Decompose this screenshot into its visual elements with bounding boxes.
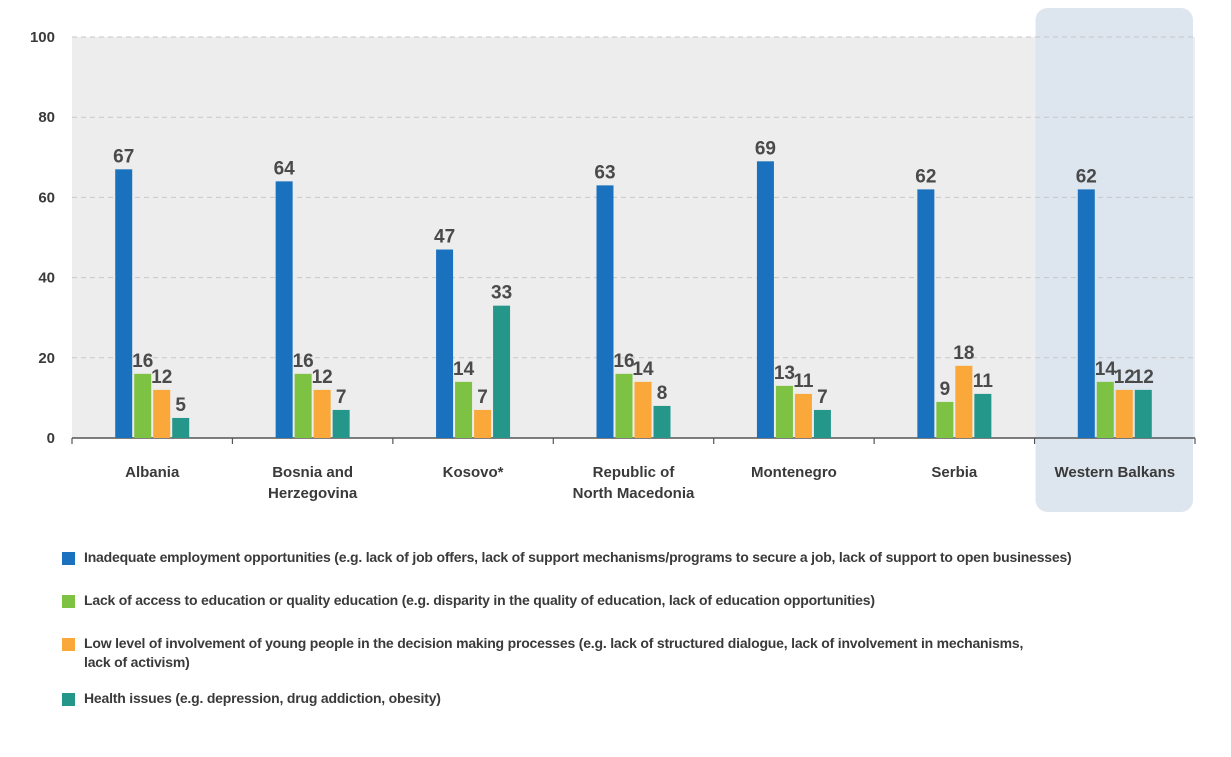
legend-label: Health issues (e.g. depression, drug add… [84,690,441,706]
legend-swatch [62,595,75,608]
bar [794,393,812,438]
data-label: 9 [940,379,951,400]
data-label: 7 [336,387,347,408]
bar [153,389,171,438]
plot-background [72,37,1195,438]
data-label: 64 [274,158,296,179]
data-label: 7 [817,387,828,408]
bar [455,381,473,438]
legend-item: Inadequate employment opportunities (e.g… [62,548,1212,567]
bar [1077,189,1095,438]
bar [332,409,350,438]
legend-swatch [62,693,75,706]
y-tick-label: 80 [38,109,55,126]
y-tick-label: 100 [30,29,55,46]
chart-legend: Inadequate employment opportunities (e.g… [62,548,1212,732]
y-tick-label: 40 [38,270,55,287]
data-label: 67 [113,146,134,167]
bar [813,409,831,438]
bar [917,189,935,438]
category-label: North Macedonia [573,485,695,502]
data-label: 5 [175,395,186,416]
data-label: 8 [657,383,668,404]
data-label: 11 [973,371,994,392]
data-label: 62 [1076,166,1097,187]
category-label: Herzegovina [268,485,358,502]
data-label: 14 [1095,359,1117,380]
y-tick-label: 60 [38,189,55,206]
bar [275,181,293,439]
legend-item: Health issues (e.g. depression, drug add… [62,689,1212,708]
bar [634,381,652,438]
data-label: 16 [132,351,153,372]
data-label: 13 [774,363,795,384]
bar [955,365,973,438]
data-label: 63 [594,162,615,183]
data-label: 16 [293,351,314,372]
data-label: 11 [793,371,814,392]
category-label: Bosnia and [272,464,353,481]
data-label: 14 [453,359,475,380]
category-label: Albania [125,464,180,481]
y-tick-label: 20 [38,350,55,367]
category-label: Republic of [593,464,676,481]
legend-label: Inadequate employment opportunities (e.g… [84,549,1072,565]
data-label: 12 [1114,367,1135,388]
bar [436,249,454,438]
bar [313,389,331,438]
bar [134,373,152,438]
bar [172,417,190,438]
data-label: 14 [632,359,654,380]
bar [1096,381,1114,438]
bar [474,409,492,438]
y-tick-label: 0 [47,430,55,447]
bar-chart: 0204060801006716125Albania6416127Bosnia … [30,8,1196,512]
data-label: 69 [755,138,776,159]
bar [974,393,992,438]
legend-label: lack of activism) [84,654,190,670]
legend-item: Lack of access to education or quality e… [62,591,1212,610]
bar [615,373,633,438]
category-label: Montenegro [751,464,837,481]
legend-swatch [62,552,75,565]
bar [493,305,511,438]
bar [775,385,793,438]
category-label: Western Balkans [1054,464,1175,481]
data-label: 18 [953,343,974,364]
data-label: 33 [491,283,512,304]
data-label: 62 [915,166,936,187]
bar [653,405,671,438]
legend-item: Low level of involvement of young people… [62,634,1212,672]
legend-label: Low level of involvement of young people… [84,635,1024,651]
data-label: 12 [1133,367,1154,388]
bar [596,185,614,438]
category-label: Serbia [931,464,978,481]
data-label: 12 [151,367,172,388]
highlight-panel [1035,8,1193,512]
bar [115,169,133,438]
bar [1115,389,1133,438]
bar [1134,389,1152,438]
data-label: 7 [477,387,488,408]
bar [294,373,312,438]
legend-swatch [62,638,75,651]
bar [936,401,954,438]
bar [756,161,774,438]
data-label: 16 [613,351,634,372]
data-label: 12 [312,367,333,388]
data-label: 47 [434,227,455,248]
category-label: Kosovo* [443,464,504,481]
legend-label: Lack of access to education or quality e… [84,592,875,608]
